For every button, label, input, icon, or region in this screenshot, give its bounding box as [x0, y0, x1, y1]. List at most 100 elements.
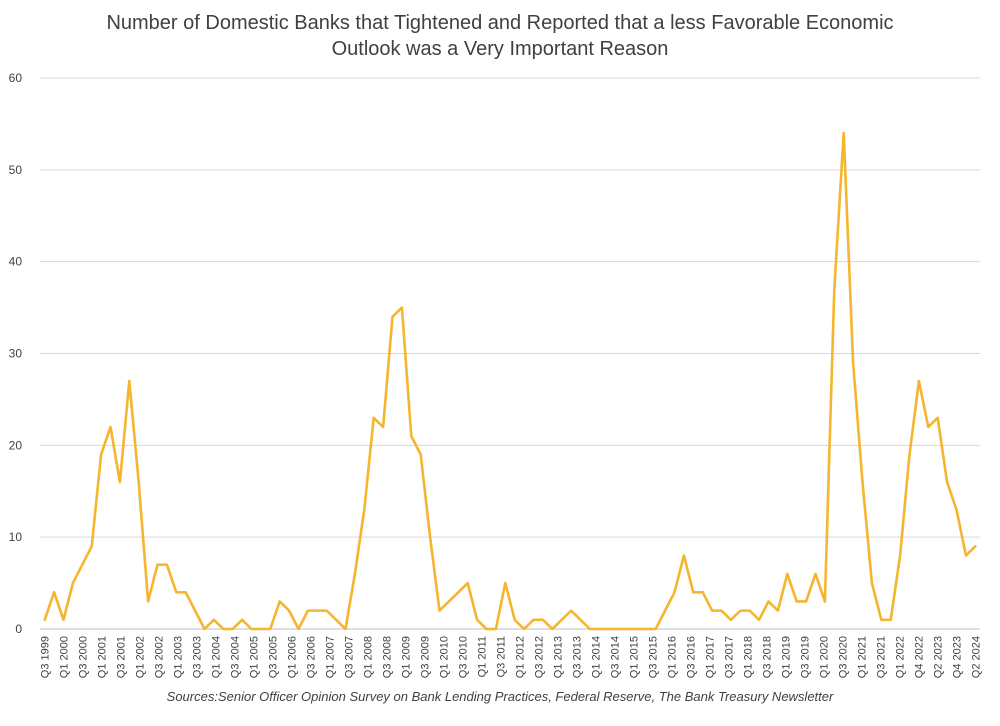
data-point — [240, 618, 244, 622]
x-tick-label: Q3 2016 — [685, 636, 697, 678]
data-point — [635, 627, 639, 631]
x-tick-label: Q1 2012 — [514, 636, 526, 678]
data-point — [710, 609, 714, 613]
x-tick-label: Q3 2010 — [458, 636, 470, 678]
y-tick-label: 30 — [9, 347, 23, 361]
data-point — [851, 361, 855, 365]
x-tick-label: Q2 2024 — [970, 636, 982, 678]
data-point — [297, 627, 301, 631]
x-tick-label: Q1 2015 — [628, 636, 640, 678]
data-point — [879, 618, 883, 622]
data-point — [804, 599, 808, 603]
data-point — [720, 609, 724, 613]
x-tick-label: Q3 2019 — [799, 636, 811, 678]
data-point — [889, 618, 893, 622]
x-tick-label: Q3 2006 — [306, 636, 318, 678]
data-point — [588, 627, 592, 631]
data-point — [334, 618, 338, 622]
x-tick-label: Q4 2022 — [913, 636, 925, 678]
source-note: Sources:Senior Officer Opinion Survey on… — [166, 689, 834, 704]
data-point — [221, 627, 225, 631]
x-tick-label: Q3 2013 — [571, 636, 583, 678]
x-tick-label: Q3 2017 — [723, 636, 735, 678]
x-tick-label: Q1 2016 — [666, 636, 678, 678]
x-tick-label: Q1 2019 — [780, 636, 792, 678]
x-tick-label: Q3 2008 — [382, 636, 394, 678]
data-point — [870, 581, 874, 585]
data-point — [137, 480, 141, 484]
data-point — [550, 627, 554, 631]
data-point — [71, 581, 75, 585]
data-point — [513, 618, 517, 622]
x-tick-label: Q3 2012 — [533, 636, 545, 678]
data-point — [109, 425, 113, 429]
data-point — [391, 315, 395, 319]
x-tick-label: Q3 2009 — [420, 636, 432, 678]
data-point — [955, 508, 959, 512]
data-point — [99, 453, 103, 457]
data-point — [146, 599, 150, 603]
x-tick-label: Q1 2009 — [401, 636, 413, 678]
x-tick-label: Q1 2022 — [894, 636, 906, 678]
x-tick-label: Q1 2013 — [552, 636, 564, 678]
data-point — [90, 544, 94, 548]
x-tick-label: Q3 2014 — [609, 636, 621, 678]
data-point — [917, 379, 921, 383]
data-point — [456, 590, 460, 594]
data-point — [748, 609, 752, 613]
chart-title-line-1: Number of Domestic Banks that Tightened … — [106, 12, 894, 34]
y-tick-label: 0 — [15, 622, 22, 636]
data-point — [823, 599, 827, 603]
data-point — [43, 618, 47, 622]
data-point — [861, 480, 865, 484]
data-point — [597, 627, 601, 631]
data-point — [372, 416, 376, 420]
data-point — [663, 609, 667, 613]
data-point — [738, 609, 742, 613]
y-tick-label: 50 — [9, 163, 23, 177]
data-point — [767, 599, 771, 603]
x-tick-label: Q3 2000 — [78, 636, 90, 678]
data-point — [325, 609, 329, 613]
x-tick-label: Q3 2011 — [496, 636, 508, 677]
x-tick-label: Q1 2004 — [211, 636, 223, 678]
data-point — [898, 554, 902, 558]
x-tick-label: Q3 2018 — [761, 636, 773, 678]
gridlines — [40, 77, 980, 630]
data-point — [926, 425, 930, 429]
x-tick-label: Q1 2006 — [287, 636, 299, 678]
chart-title: Number of Domestic Banks that Tightened … — [0, 10, 1000, 62]
data-point — [607, 627, 611, 631]
x-tick-label: Q1 2021 — [856, 636, 868, 678]
data-point — [447, 599, 451, 603]
data-point — [691, 590, 695, 594]
data-point — [466, 581, 470, 585]
data-point — [184, 590, 188, 594]
data-point — [494, 627, 498, 631]
x-tick-label: Q3 2021 — [875, 636, 887, 678]
data-point — [80, 563, 84, 567]
x-tick-label: Q1 2014 — [590, 636, 602, 678]
series-line — [43, 131, 977, 631]
data-point — [259, 627, 263, 631]
data-point — [438, 609, 442, 613]
x-tick-label: Q1 2003 — [173, 636, 185, 678]
data-point — [842, 131, 846, 135]
x-tick-label: Q3 2004 — [230, 636, 242, 678]
data-point — [616, 627, 620, 631]
x-tick-label: Q1 2005 — [249, 636, 261, 678]
x-tick-label: Q1 2000 — [59, 636, 71, 678]
data-point — [287, 609, 291, 613]
data-point — [409, 434, 413, 438]
data-point — [156, 563, 160, 567]
data-point — [964, 554, 968, 558]
data-point — [682, 554, 686, 558]
y-tick-label: 20 — [9, 438, 23, 452]
data-point — [174, 590, 178, 594]
x-tick-label: Q3 2007 — [344, 636, 356, 678]
x-tick-label: Q1 2002 — [135, 636, 147, 678]
x-tick-label: Q3 2002 — [154, 636, 166, 678]
x-tick-label: Q1 2011 — [477, 636, 489, 677]
data-point — [362, 508, 366, 512]
